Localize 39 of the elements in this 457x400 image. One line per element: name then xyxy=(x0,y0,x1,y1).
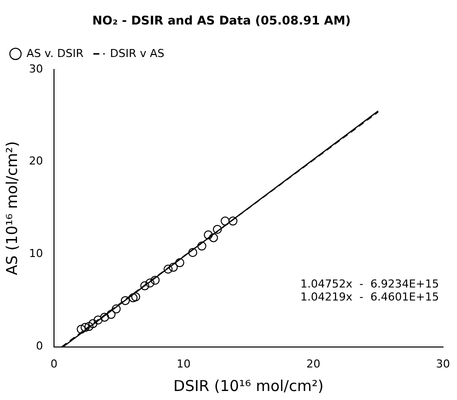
point xyxy=(88,319,98,328)
point xyxy=(76,324,86,334)
x-tick-label: 0 xyxy=(50,357,58,370)
point xyxy=(80,322,90,332)
y-tick-label: 30 xyxy=(28,62,43,76)
point xyxy=(112,304,121,314)
x-axis-title: DSIR (10¹⁶ mol/cm²) xyxy=(173,376,324,395)
point xyxy=(188,248,198,257)
point xyxy=(208,233,218,242)
annotation: 1.04219x - 6.4601E+15 xyxy=(300,290,439,304)
y-tick-label: 10 xyxy=(28,247,43,260)
y-tick-label: 0 xyxy=(36,340,43,353)
point xyxy=(128,293,138,302)
point xyxy=(150,276,160,285)
point xyxy=(168,262,178,272)
annotation: 1.04752x - 6.9234E+15 xyxy=(300,278,439,291)
point xyxy=(106,310,116,319)
chart-title: NO₂ - DSIR and AS Data (05.08.91 AM) xyxy=(92,13,351,28)
x-tick-label: 20 xyxy=(306,357,320,370)
point xyxy=(84,322,94,331)
point xyxy=(204,230,213,240)
legend-label: DSIR v AS xyxy=(110,46,164,60)
point xyxy=(164,264,173,274)
point xyxy=(175,258,184,268)
point xyxy=(100,312,110,322)
point xyxy=(145,278,154,288)
x-tick-label: 30 xyxy=(436,357,450,370)
point xyxy=(120,296,130,306)
point xyxy=(140,281,150,290)
point xyxy=(197,242,206,251)
point xyxy=(212,224,222,234)
point xyxy=(131,292,140,302)
legend-label: AS v. DSIR xyxy=(26,46,84,60)
y-tick-label: 20 xyxy=(28,154,43,168)
point xyxy=(220,216,230,226)
point xyxy=(94,315,103,324)
point xyxy=(228,216,238,226)
x-tick-label: 10 xyxy=(176,357,191,370)
y-axis-title: AS (10¹⁶ mol/cm²) xyxy=(2,141,21,276)
